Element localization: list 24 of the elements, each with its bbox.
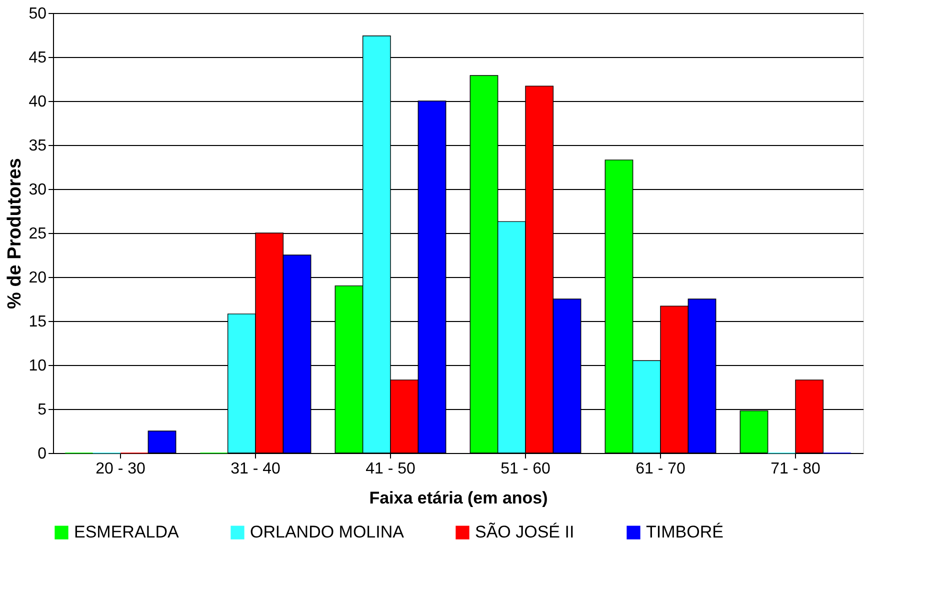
legend-label: TIMBORÉ [646, 522, 724, 542]
x-tick-label: 51 - 60 [500, 460, 551, 478]
x-tick-label: 61 - 70 [636, 460, 686, 478]
y-tick-label: 50 [28, 6, 47, 22]
y-tick-label: 0 [38, 446, 47, 462]
x-tick-label: 71 - 80 [770, 460, 821, 478]
y-tick-label: 35 [28, 138, 47, 154]
legend-label: ESMERALDA [74, 522, 180, 542]
x-tick-label: 20 - 30 [96, 460, 146, 478]
x-axis-title: Faixa etária (em anos) [369, 488, 548, 508]
y-tick-label: 30 [28, 182, 47, 198]
bar [148, 430, 176, 454]
x-tick-label: 41 - 50 [366, 460, 416, 478]
y-tick-label: 15 [28, 314, 47, 330]
y-tick-label: 5 [38, 402, 47, 418]
x-tick-label: 31 - 40 [230, 460, 281, 478]
y-tick-label: 40 [28, 94, 47, 110]
y-tick-label: 25 [28, 226, 47, 242]
legend-label: ORLANDO MOLINA [250, 522, 405, 542]
y-axis-title: % de Produtores [4, 158, 26, 309]
y-tick-label: 45 [28, 50, 47, 66]
legend-label: SÃO JOSÉ II [475, 522, 574, 542]
y-tick-label: 10 [28, 358, 47, 374]
y-tick-label: 20 [28, 270, 47, 286]
